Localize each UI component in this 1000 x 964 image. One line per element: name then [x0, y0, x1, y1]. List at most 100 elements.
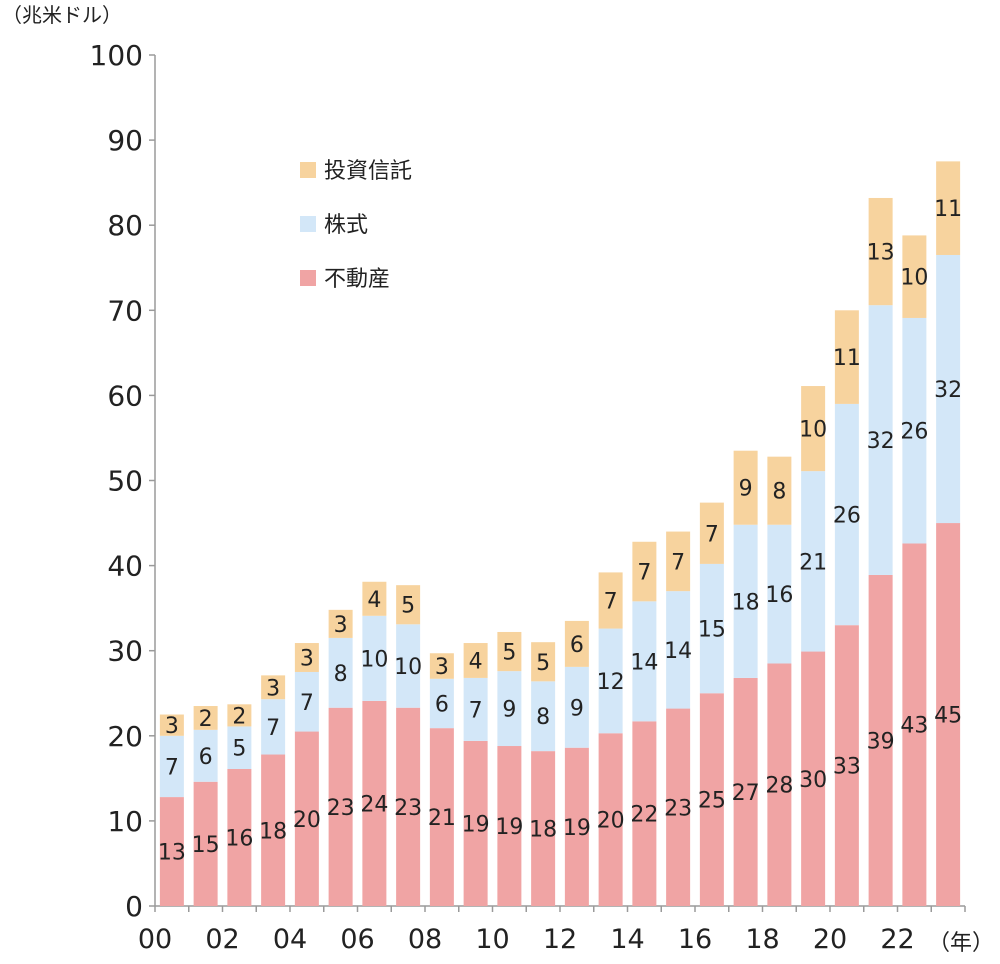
bar-value-label: 14: [630, 650, 658, 675]
bar-segment: [159, 714, 184, 736]
bar-segment: [193, 706, 218, 730]
bar-value-label: 2: [232, 704, 246, 729]
bar-segment: [598, 572, 623, 629]
y-tick-label: 20: [107, 720, 143, 753]
y-tick-label: 50: [107, 465, 143, 498]
bar-value-label: 18: [529, 818, 557, 843]
bar-segment: [699, 502, 724, 564]
bar-value-label: 26: [900, 420, 928, 445]
bar-segment: [733, 524, 758, 678]
bar-value-label: 8: [536, 705, 550, 730]
bar-segment: [666, 708, 691, 906]
bar-value-label: 21: [799, 550, 827, 575]
bar-value-label: 12: [597, 670, 625, 695]
x-axis-unit-label: （年）: [928, 931, 994, 956]
bar-value-label: 5: [232, 737, 246, 762]
bar-value-label: 14: [664, 639, 692, 664]
x-tick-label: 02: [205, 924, 239, 955]
bar-value-label: 7: [637, 561, 651, 586]
bar-value-label: 9: [570, 696, 584, 721]
bar-segment: [699, 563, 724, 694]
y-tick-label: 90: [107, 124, 143, 157]
bar-value-label: 5: [401, 594, 415, 619]
bar-value-label: 9: [739, 477, 753, 502]
bar-segment: [902, 543, 927, 906]
bar-value-label: 3: [334, 613, 348, 638]
y-axis-unit-label: （兆米ドル）: [2, 3, 122, 27]
bar-value-label: 4: [367, 588, 381, 613]
bar-segment: [564, 747, 589, 906]
bar-value-label: 9: [502, 698, 516, 723]
bar-segment: [564, 620, 589, 667]
bar-value-label: 5: [502, 641, 516, 666]
y-tick-label: 30: [107, 635, 143, 668]
bar-segment: [159, 735, 184, 798]
x-tick-label: 00: [138, 924, 172, 955]
bar-segment: [767, 456, 792, 525]
bar-segment: [564, 666, 589, 748]
bar-segment: [531, 751, 556, 906]
bar-value-label: 6: [435, 692, 449, 717]
bar-segment: [868, 197, 893, 306]
bar-value-label: 7: [671, 550, 685, 575]
bar-value-label: 19: [462, 812, 490, 837]
bar-value-label: 23: [327, 796, 355, 821]
y-tick-label: 70: [107, 294, 143, 327]
x-tick-label: 22: [880, 924, 914, 955]
x-tick-label: 14: [610, 924, 644, 955]
bar-value-label: 3: [435, 655, 449, 680]
bar-value-label: 10: [360, 647, 388, 672]
bar-value-label: 20: [597, 809, 625, 834]
bar-value-label: 39: [867, 729, 895, 754]
bar-value-label: 2: [199, 707, 213, 732]
x-tick-label: 04: [273, 924, 307, 955]
legend-swatch: [300, 162, 316, 178]
bar-segment: [362, 615, 387, 701]
bar-segment: [801, 651, 826, 906]
x-tick-label: 20: [813, 924, 847, 955]
bar-segment: [294, 671, 319, 732]
bar-value-label: 6: [199, 745, 213, 770]
bar-value-label: 33: [833, 755, 861, 780]
bar-segment: [733, 450, 758, 525]
bar-segment: [227, 726, 252, 769]
bar-value-label: 26: [833, 504, 861, 529]
bar-value-label: 23: [394, 796, 422, 821]
legend-label: 投資信託: [324, 159, 412, 184]
bar-value-label: 7: [165, 755, 179, 780]
bar-value-label: 13: [867, 241, 895, 266]
bar-segment: [497, 746, 522, 906]
bar-segment: [936, 523, 961, 906]
x-tick-label: 08: [408, 924, 442, 955]
y-tick-label: 60: [107, 379, 143, 412]
bar-segment: [834, 625, 859, 906]
bar-segment: [328, 609, 353, 638]
bar-value-label: 23: [664, 796, 692, 821]
bar-segment: [227, 768, 252, 906]
bar-segment: [632, 541, 657, 602]
bar-segment: [429, 728, 454, 906]
bar-segment: [902, 317, 927, 544]
bar-value-label: 22: [630, 803, 658, 828]
bar-value-label: 3: [300, 647, 314, 672]
x-tick-label: 10: [475, 924, 509, 955]
bar-value-label: 32: [867, 429, 895, 454]
bar-segment: [463, 643, 488, 678]
bar-segment: [767, 524, 792, 664]
bar-segment: [936, 161, 961, 255]
bar-value-label: 19: [495, 815, 523, 840]
bar-segment: [193, 781, 218, 906]
bar-segment: [666, 531, 691, 592]
bar-value-label: 20: [293, 808, 321, 833]
bar-segment: [429, 653, 454, 679]
y-tick-label: 80: [107, 209, 143, 242]
bar-segment: [868, 574, 893, 906]
bar-value-label: 10: [799, 418, 827, 443]
bar-segment: [598, 733, 623, 906]
bar-value-label: 45: [934, 704, 962, 729]
bar-value-label: 11: [833, 346, 861, 371]
bar-segment: [261, 699, 286, 755]
bar-segment: [801, 471, 826, 652]
bar-value-label: 13: [158, 841, 186, 866]
bar-segment: [294, 731, 319, 906]
